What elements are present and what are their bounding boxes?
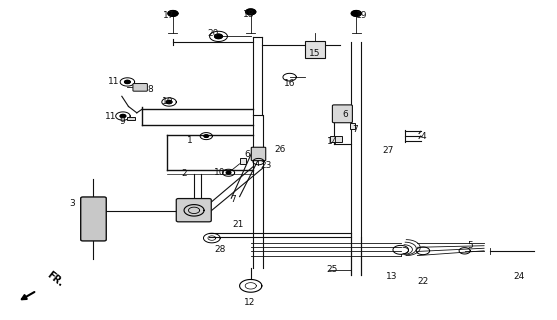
Text: 4: 4 [420,132,426,141]
Text: 7: 7 [352,125,358,134]
Polygon shape [204,135,208,137]
Text: 24: 24 [513,272,524,281]
Text: 10: 10 [162,97,173,106]
Text: 3: 3 [69,199,75,208]
Text: 16: 16 [285,79,296,88]
FancyBboxPatch shape [333,105,353,123]
Text: 5: 5 [467,241,473,250]
Text: 25: 25 [327,265,338,274]
FancyBboxPatch shape [251,147,266,161]
Polygon shape [214,34,222,39]
Text: 9: 9 [119,116,125,126]
Text: FR.: FR. [45,270,65,289]
Text: 7: 7 [230,195,236,204]
Polygon shape [120,115,126,118]
Text: 26: 26 [274,145,285,154]
Text: 11: 11 [105,112,116,121]
Polygon shape [351,11,361,16]
Polygon shape [168,11,178,16]
Text: 17: 17 [163,12,174,20]
Polygon shape [226,172,231,174]
Polygon shape [246,9,256,15]
Text: 10: 10 [214,168,226,177]
Text: 28: 28 [214,245,226,254]
FancyBboxPatch shape [305,41,325,58]
Polygon shape [167,100,172,104]
Text: 13: 13 [385,272,397,281]
FancyBboxPatch shape [128,117,135,121]
Text: 27: 27 [383,146,394,155]
FancyBboxPatch shape [133,84,148,91]
FancyBboxPatch shape [330,136,342,141]
Text: 11: 11 [108,77,119,86]
FancyBboxPatch shape [350,123,355,129]
Text: 6: 6 [343,110,348,119]
Text: 20: 20 [207,29,219,38]
Text: 6: 6 [244,150,250,159]
Text: 8: 8 [148,85,154,94]
Text: 14: 14 [327,137,338,146]
Text: 2: 2 [181,169,187,178]
Text: 15: 15 [310,49,321,59]
Text: 1: 1 [187,136,193,145]
Text: 23: 23 [260,161,271,170]
Text: 18: 18 [243,10,255,19]
Text: 12: 12 [244,298,255,307]
Polygon shape [125,80,130,84]
FancyBboxPatch shape [176,198,211,222]
Text: 22: 22 [417,277,428,286]
FancyBboxPatch shape [81,197,106,241]
Text: 19: 19 [356,12,368,20]
Text: 21: 21 [233,220,244,229]
FancyBboxPatch shape [240,158,246,164]
